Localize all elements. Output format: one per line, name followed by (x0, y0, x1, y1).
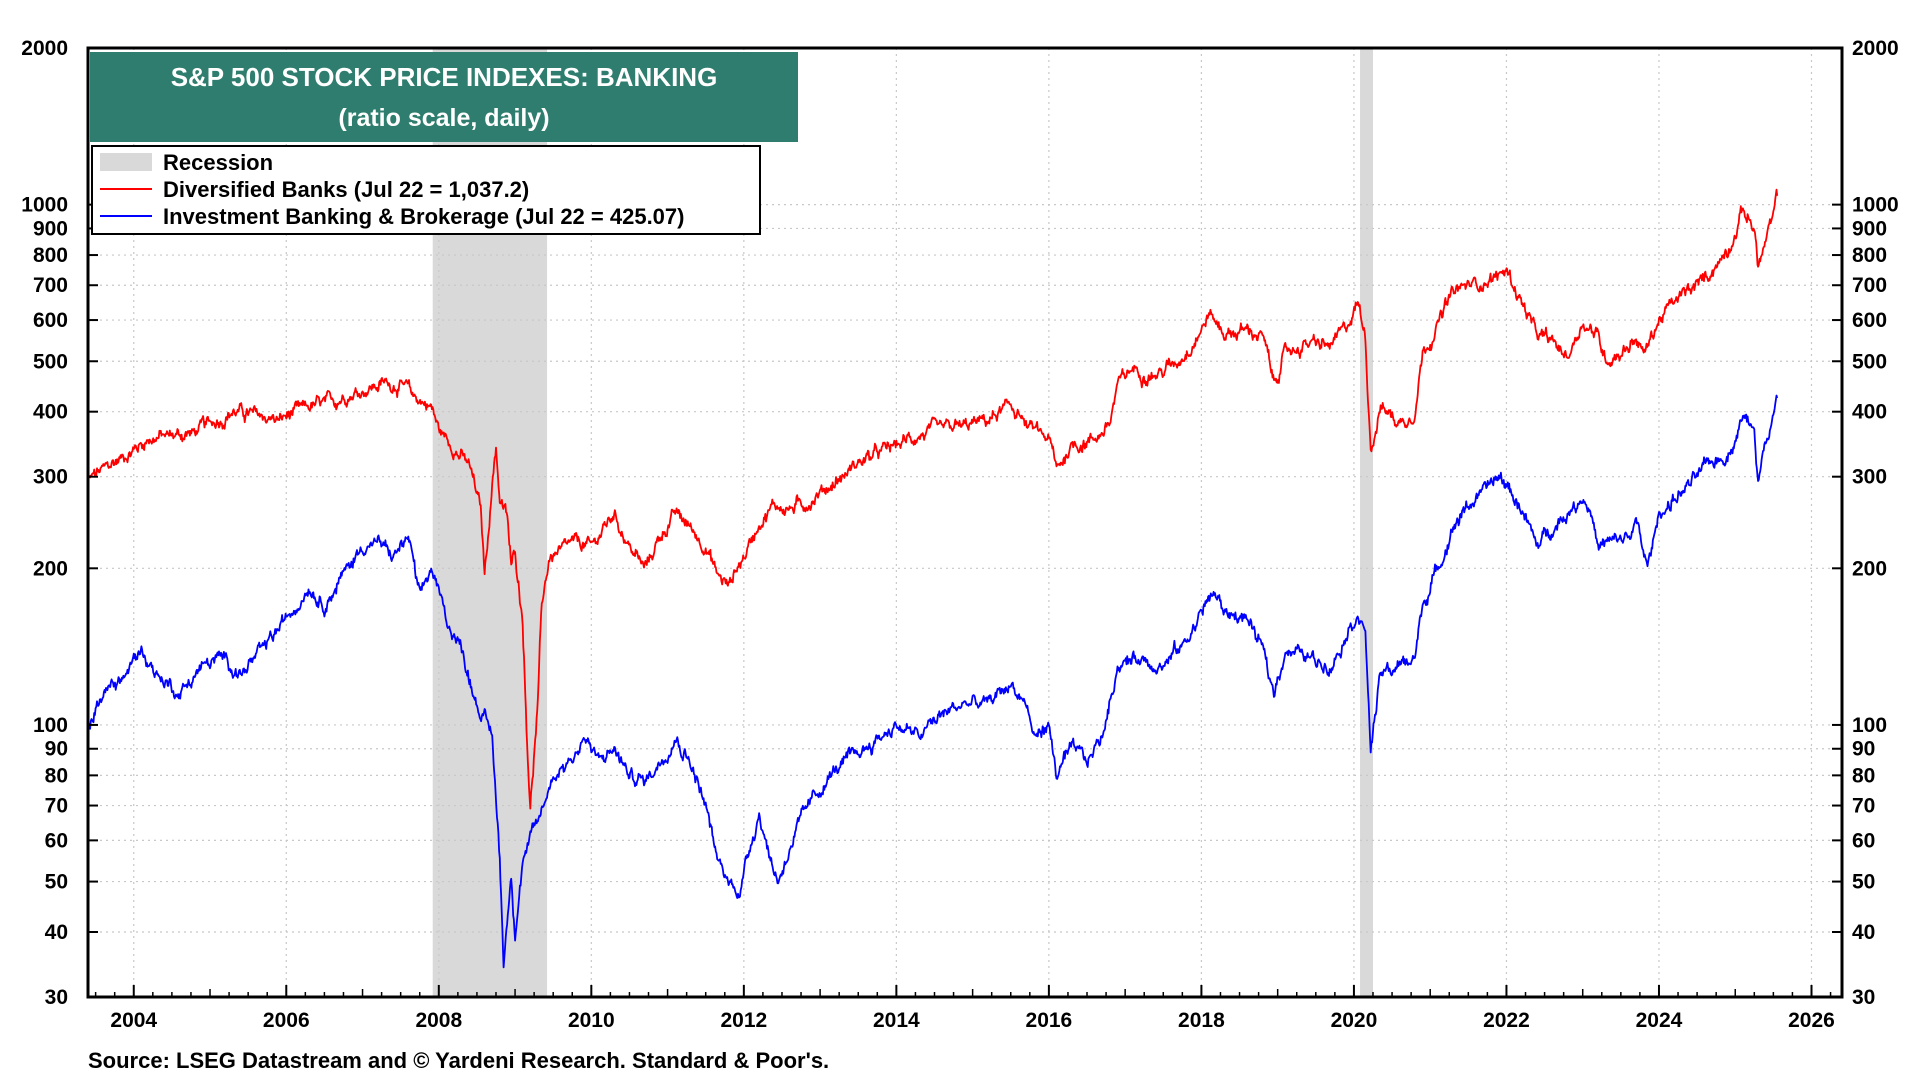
y-tick-label-right-700: 700 (1852, 274, 1887, 297)
series-line-diversified-banks (87, 188, 1779, 810)
legend-diversified-banks-label: Diversified Banks (Jul 22 = 1,037.2) (163, 177, 529, 202)
y-tick-label-right-300: 300 (1852, 466, 1887, 489)
y-tick-label-right-500: 500 (1852, 350, 1887, 373)
y-tick-label-left-1000: 1000 (21, 194, 68, 217)
x-tick-label-2022: 2022 (1483, 1009, 1530, 1032)
y-tick-label-left-900: 900 (33, 217, 68, 240)
y-tick-label-left-90: 90 (45, 738, 68, 761)
title-background (90, 52, 798, 142)
y-tick-label-left-300: 300 (33, 466, 68, 489)
source-note: Source: LSEG Datastream and © Yardeni Re… (88, 1048, 829, 1073)
x-tick-label-2010: 2010 (568, 1009, 615, 1032)
title-box: S&P 500 STOCK PRICE INDEXES: BANKING (ra… (90, 52, 798, 142)
y-tick-label-right-1000: 1000 (1852, 194, 1899, 217)
y-tick-label-right-50: 50 (1852, 871, 1875, 894)
x-tick-label-2024: 2024 (1636, 1009, 1683, 1032)
legend-investment-banking-label: Investment Banking & Brokerage (Jul 22 =… (163, 204, 684, 229)
y-tick-label-left-50: 50 (45, 871, 68, 894)
y-tick-label-left-60: 60 (45, 829, 68, 852)
y-tick-label-left-100: 100 (33, 714, 68, 737)
y-tick-label-left-700: 700 (33, 274, 68, 297)
x-tick-label-2016: 2016 (1026, 1009, 1073, 1032)
y-tick-label-right-40: 40 (1852, 921, 1875, 944)
plot-frame (86, 46, 1844, 999)
x-tick-label-2006: 2006 (263, 1009, 310, 1032)
x-tick-label-2018: 2018 (1178, 1009, 1225, 1032)
chart-subtitle: (ratio scale, daily) (338, 104, 549, 132)
tick-layer (88, 47, 1842, 998)
x-axis-labels: 2004 2006 2008 2010 2012 2014 2016 2018 2020 2022… (110, 1009, 1834, 1032)
x-tick-label-2008: 2008 (415, 1009, 462, 1032)
y-tick-label-right-400: 400 (1852, 401, 1887, 424)
y-tick-label-left-800: 800 (33, 244, 68, 267)
y-tick-label-left-30: 30 (45, 986, 68, 1009)
x-tick-label-2012: 2012 (720, 1009, 767, 1032)
y-tick-label-right-30: 30 (1852, 986, 1875, 1009)
legend-recession-swatch (100, 153, 152, 171)
y-tick-label-left-70: 70 (45, 795, 68, 818)
y-tick-label-right-90: 90 (1852, 738, 1875, 761)
x-tick-label-2020: 2020 (1331, 1009, 1378, 1032)
y-tick-label-left-200: 200 (33, 557, 68, 580)
series-layer (87, 188, 1779, 969)
y-tick-label-left-80: 80 (45, 764, 68, 787)
y-tick-label-right-900: 900 (1852, 217, 1887, 240)
y-tick-label-left-400: 400 (33, 401, 68, 424)
legend: Recession Diversified Banks (Jul 22 = 1,… (91, 145, 761, 235)
recession-band-1 (1360, 48, 1373, 997)
y-tick-label-right-100: 100 (1852, 714, 1887, 737)
y-tick-label-left-40: 40 (45, 921, 68, 944)
x-tick-label-2026: 2026 (1788, 1009, 1835, 1032)
chart-title: S&P 500 STOCK PRICE INDEXES: BANKING (171, 62, 718, 92)
y-tick-label-right-2000: 2000 (1852, 37, 1899, 60)
y-tick-label-right-800: 800 (1852, 244, 1887, 267)
legend-recession-label: Recession (163, 150, 273, 175)
x-tick-label-2014: 2014 (873, 1009, 920, 1032)
series-line-investment-banking (87, 394, 1779, 969)
y-tick-label-left-500: 500 (33, 350, 68, 373)
y-tick-label-right-60: 60 (1852, 829, 1875, 852)
y-tick-label-right-600: 600 (1852, 309, 1887, 332)
y-tick-label-left-2000: 2000 (21, 37, 68, 60)
y-tick-label-right-80: 80 (1852, 764, 1875, 787)
x-tick-label-2004: 2004 (110, 1009, 157, 1032)
y-tick-label-left-600: 600 (33, 309, 68, 332)
legend-box (91, 145, 761, 235)
y-tick-label-right-200: 200 (1852, 557, 1887, 580)
y-tick-label-right-70: 70 (1852, 795, 1875, 818)
